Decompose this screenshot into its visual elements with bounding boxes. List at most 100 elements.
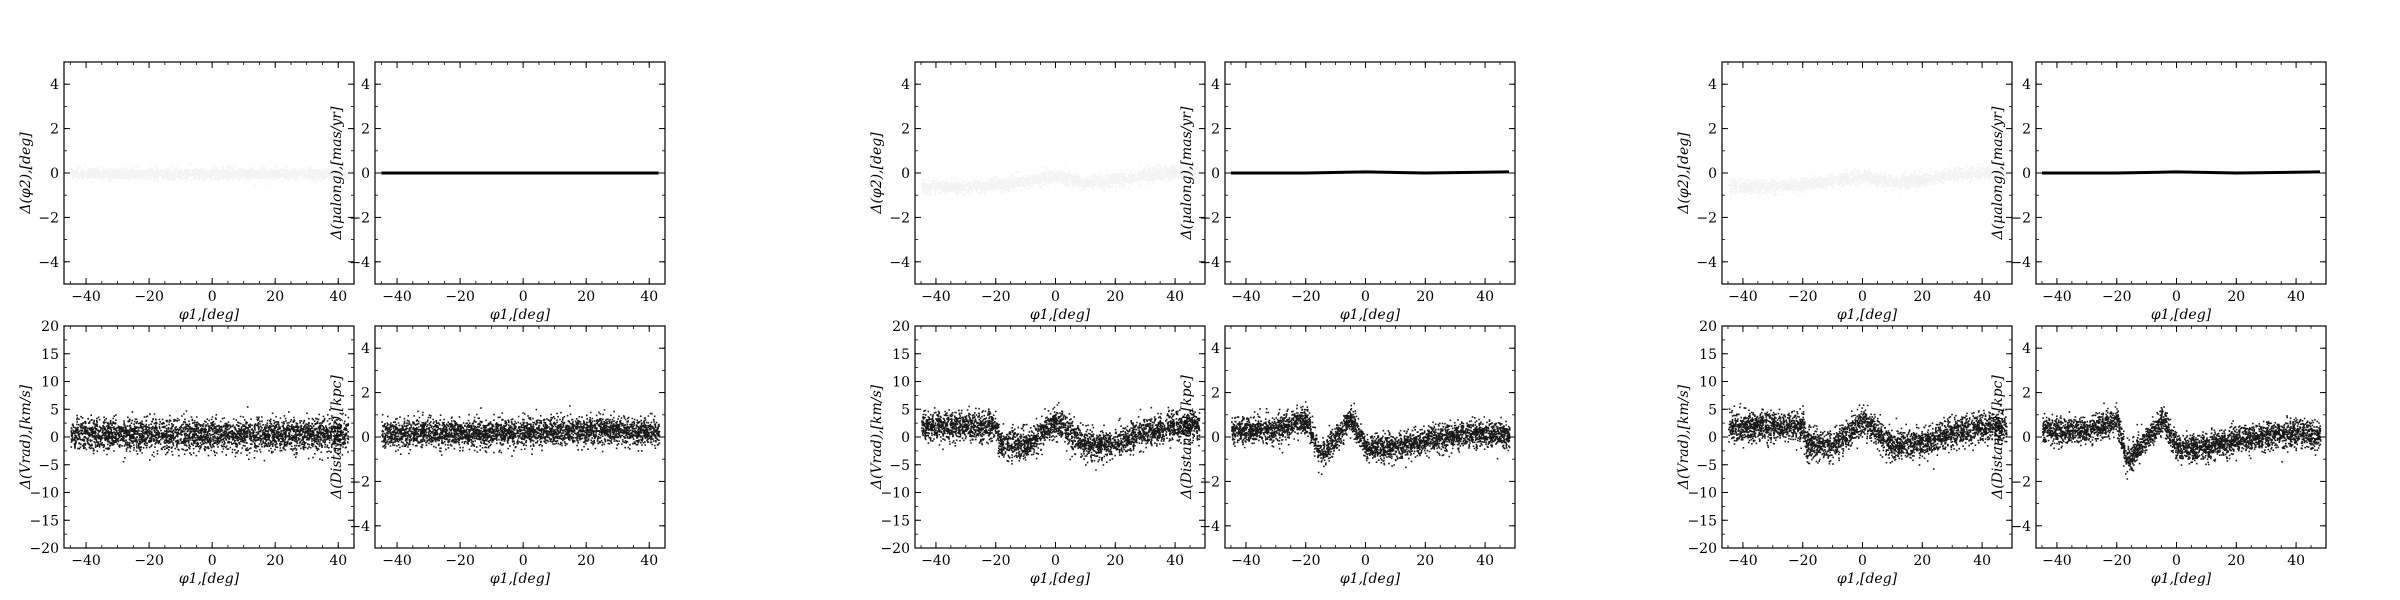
x-axis-label: φ1,[deg] — [179, 571, 240, 587]
y-tick-label: 15 — [892, 347, 910, 363]
y-tick-label: −10 — [880, 486, 910, 502]
y-tick-label: −4 — [2010, 255, 2031, 271]
y-tick-label: 10 — [41, 375, 59, 391]
y-tick-label: 10 — [892, 375, 910, 391]
y-axis-label: Δ(Distance),[kpc] — [329, 375, 345, 500]
x-tick-label: 0 — [1858, 553, 1867, 569]
series-line-0 — [1231, 170, 1510, 175]
x-tick-label: 20 — [2227, 553, 2245, 569]
y-tick-label: 4 — [1211, 77, 1220, 93]
x-tick-label: −40 — [1231, 553, 1261, 569]
x-tick-label: 40 — [1166, 289, 1184, 305]
plot-area — [70, 406, 350, 463]
x-tick-label: −40 — [2042, 289, 2072, 305]
scatter-points — [921, 163, 1201, 196]
x-axis-label: φ1,[deg] — [179, 307, 240, 323]
x-tick-label: 40 — [329, 553, 347, 569]
y-axis-label: Δ(φ2),[deg] — [18, 132, 34, 215]
y-tick-label: −2 — [1199, 210, 1220, 226]
x-tick-label: 40 — [640, 289, 658, 305]
scatter-points — [2042, 402, 2322, 480]
x-axis-label: φ1,[deg] — [1340, 307, 1401, 323]
y-tick-label: −20 — [1687, 541, 1717, 557]
x-tick-label: −20 — [2102, 553, 2132, 569]
x-tick-label: 40 — [1476, 553, 1494, 569]
y-tick-label: 5 — [50, 402, 59, 418]
y-tick-label: 0 — [1708, 166, 1717, 182]
x-tick-label: −40 — [921, 553, 951, 569]
y-tick-label: 4 — [1708, 77, 1717, 93]
panel-0-2: −40 −20 0 20 40 −20 −15 −10 −5 0 5 10 15 20 φ1,[deg] Δ(… — [18, 319, 355, 587]
y-tick-label: −2 — [889, 210, 910, 226]
y-tick-label: 4 — [901, 77, 910, 93]
panel-1-2: −40 −20 0 20 40 −20 −15 −10 −5 0 5 10 15 20 φ1,[deg] Δ(… — [869, 319, 1206, 587]
x-tick-label: 0 — [1051, 289, 1060, 305]
plot-area — [1728, 162, 2008, 200]
y-tick-label: −4 — [349, 255, 370, 271]
y-tick-label: 0 — [1211, 430, 1220, 446]
y-tick-label: −2 — [2010, 474, 2031, 490]
plot-area — [921, 401, 1201, 471]
y-tick-label: −5 — [889, 458, 910, 474]
y-tick-label: 5 — [901, 402, 910, 418]
x-tick-label: 0 — [2172, 289, 2181, 305]
ticks: −40 −20 0 20 40 −20 −15 −10 −5 0 5 10 15 20 — [1687, 319, 2013, 569]
y-tick-label: 2 — [901, 122, 910, 138]
panel-1-3: −40 −20 0 20 40−4−2024φ1,[deg]Δ(Distance),[k… — [1179, 325, 1516, 587]
y-tick-label: 2 — [1708, 122, 1717, 138]
x-axis-label: φ1,[deg] — [1837, 307, 1898, 323]
scatter-points — [921, 401, 1201, 471]
x-tick-label: 20 — [577, 553, 595, 569]
panel-2-1: −40 −20 0 20 40−4−2024φ1,[deg]Δ(μalong),[mas… — [1990, 61, 2327, 323]
plot-area — [2042, 402, 2322, 480]
plot-area — [1231, 170, 1510, 175]
y-tick-label: −4 — [1199, 255, 1220, 271]
y-tick-label: −2 — [349, 210, 370, 226]
y-tick-label: 2 — [2022, 122, 2031, 138]
y-tick-label: 2 — [1211, 386, 1220, 402]
x-tick-label: 40 — [1973, 553, 1991, 569]
y-tick-label: 0 — [361, 430, 370, 446]
x-tick-label: −20 — [2102, 289, 2132, 305]
x-tick-label: −20 — [445, 553, 475, 569]
y-tick-label: 0 — [2022, 166, 2031, 182]
y-tick-label: 0 — [50, 430, 59, 446]
x-tick-label: 0 — [519, 289, 528, 305]
x-tick-label: 20 — [1913, 289, 1931, 305]
y-tick-label: −4 — [1199, 519, 1220, 535]
y-tick-label: 0 — [1211, 166, 1220, 182]
scatter-points — [70, 406, 350, 463]
y-tick-label: 4 — [1211, 341, 1220, 357]
x-tick-label: 0 — [1858, 289, 1867, 305]
x-tick-label: 20 — [2227, 289, 2245, 305]
y-tick-label: 20 — [892, 319, 910, 335]
x-tick-label: −20 — [981, 553, 1011, 569]
x-tick-label: −40 — [1231, 289, 1261, 305]
plot-area — [921, 163, 1201, 196]
y-tick-label: −2 — [1199, 474, 1220, 490]
y-tick-label: −15 — [29, 513, 59, 529]
x-tick-label: 20 — [1416, 289, 1434, 305]
y-axis-label: Δ(Vrad),[km/s] — [18, 384, 34, 490]
x-axis-label: φ1,[deg] — [1030, 571, 1091, 587]
x-tick-label: 20 — [1106, 289, 1124, 305]
panel-2-2: −40 −20 0 20 40 −20 −15 −10 −5 0 5 10 15 20 φ1,[deg] Δ(… — [1676, 319, 2013, 587]
plot-area — [2042, 170, 2321, 175]
x-tick-label: 20 — [577, 289, 595, 305]
y-tick-label: −2 — [2010, 210, 2031, 226]
x-tick-label: 20 — [1416, 553, 1434, 569]
x-axis-label: φ1,[deg] — [1340, 571, 1401, 587]
x-tick-label: 40 — [2287, 553, 2305, 569]
y-tick-label: 0 — [2022, 430, 2031, 446]
x-axis-label: φ1,[deg] — [490, 307, 551, 323]
y-tick-label: 20 — [41, 319, 59, 335]
y-tick-label: −2 — [38, 210, 59, 226]
y-axis-label: Δ(Vrad),[km/s] — [869, 384, 885, 490]
